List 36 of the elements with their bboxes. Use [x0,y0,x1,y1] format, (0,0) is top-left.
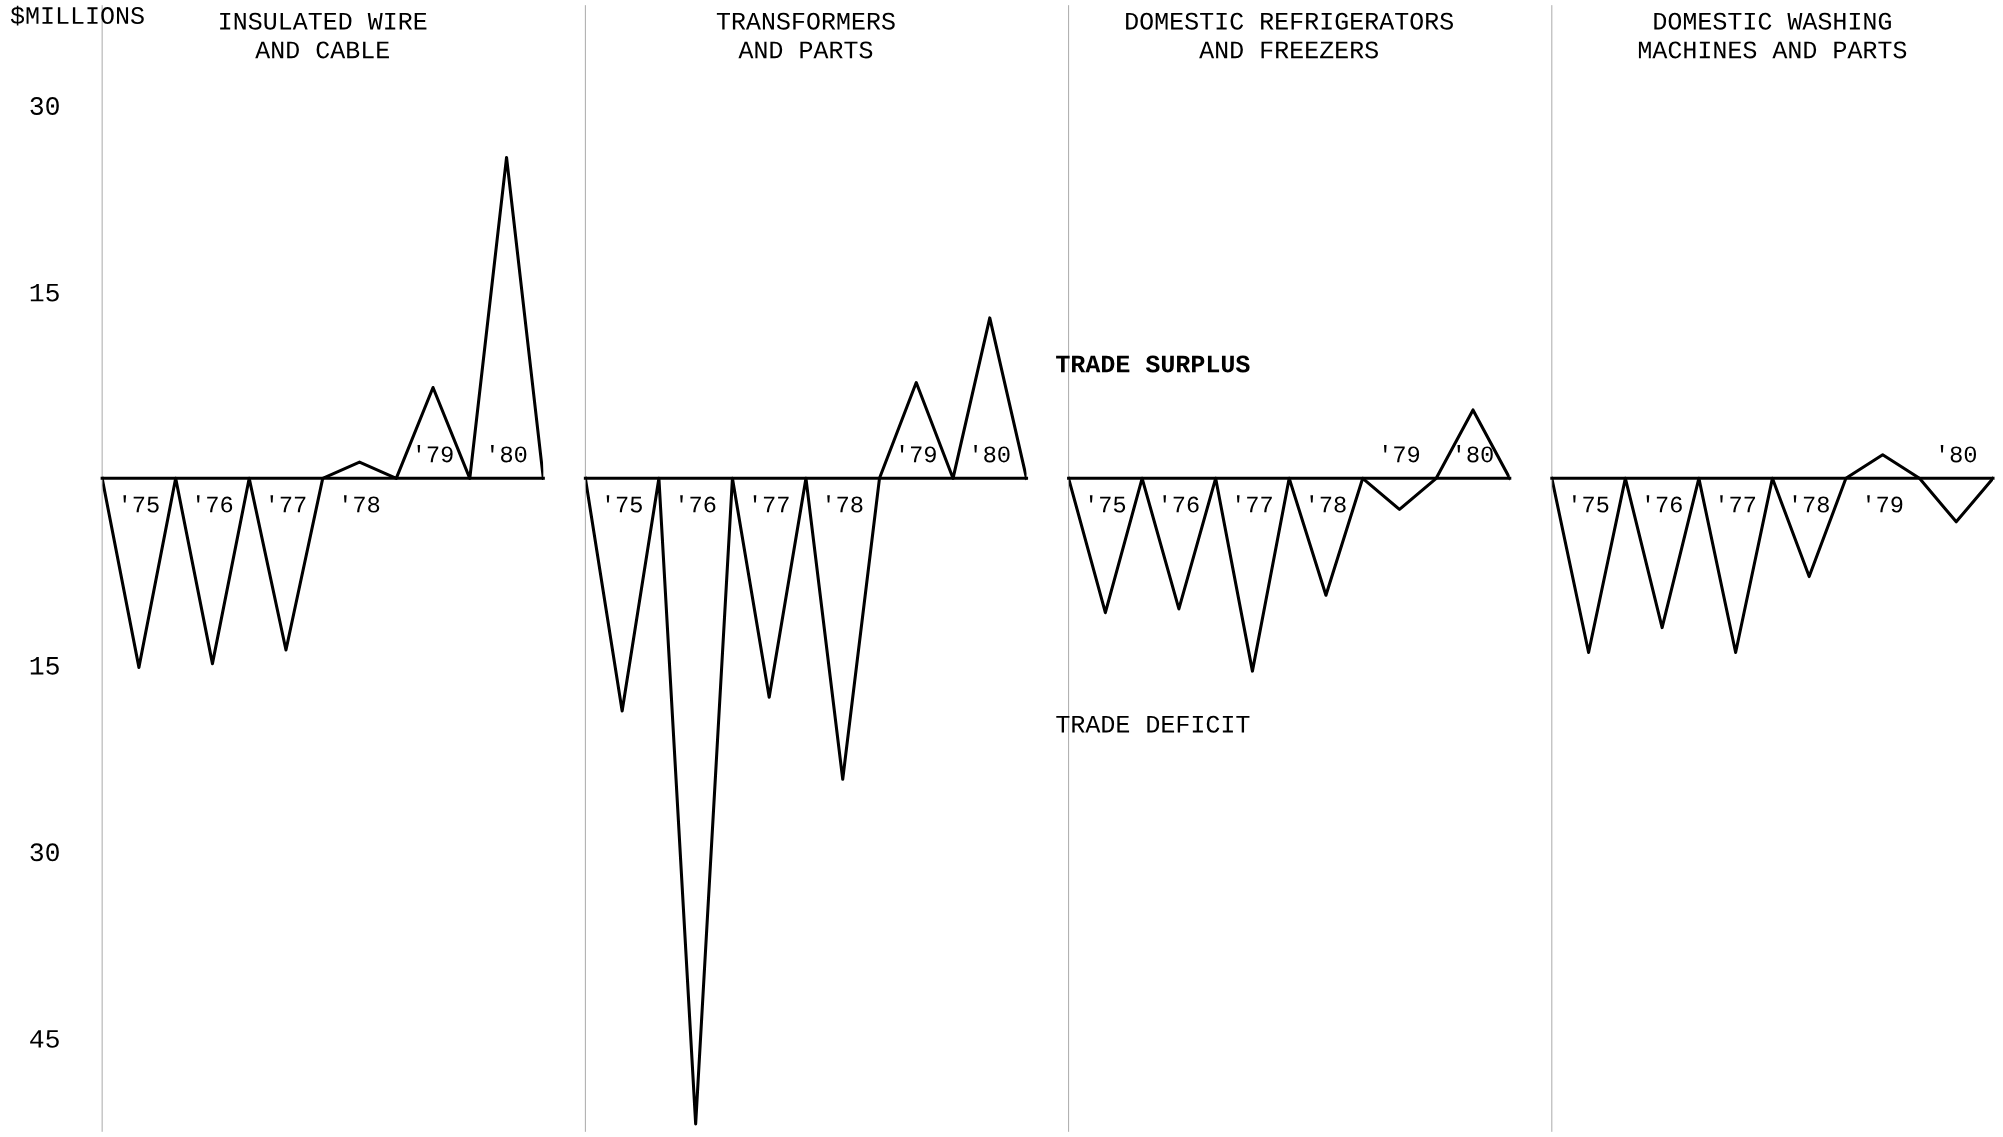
x-tick-label: '80 [1940,445,1977,463]
y-tick-label: 45 [30,1030,59,1048]
x-tick-label: '76 [1646,495,1682,513]
x-tick-label: '77 [753,495,789,513]
y-tick-label: 15 [30,283,59,302]
x-tick-label: '77 [1236,495,1272,513]
annotation: TRADE DEFICIT [1056,715,1250,733]
x-tick-label: '80 [974,445,1010,463]
x-tick-label: '79 [1384,445,1420,463]
y-tick-label: 30 [30,97,59,116]
x-tick-label: '78 [344,495,380,513]
x-tick-label: '79 [417,445,453,463]
x-tick-label: '80 [491,445,527,463]
x-tick-label: '75 [606,495,642,513]
text: INSULATED WIRE AND CABLE [220,12,427,59]
text: DOMESTIC REFRIGERATORS AND FREEZERS [1126,12,1453,59]
x-tick-label: '75 [1573,495,1609,513]
text: TRANSFORMERS AND PARTS [716,12,895,59]
x-tick-label: '76 [680,495,716,513]
x-tick-label: '75 [123,495,159,513]
x-tick-label: '77 [270,495,306,513]
x-tick-label: '80 [1457,445,1493,463]
x-tick-label: '78 [1310,495,1346,513]
x-tick-label: '79 [1867,495,1903,513]
y-tick-label: 15 [30,657,59,675]
annotation: TRADE SURPLUS [1056,355,1250,373]
y-tick-label: 30 [30,843,59,862]
x-tick-label: '78 [1793,495,1829,513]
x-tick-label: '78 [827,495,863,513]
x-tick-label: '76 [1163,495,1199,513]
x-tick-label: '77 [1720,495,1756,513]
y-axis-title: $MILLIONS [10,5,144,26]
x-tick-label: '75 [1089,495,1126,513]
x-tick-label: '79 [900,445,936,463]
x-tick-label: '76 [196,495,233,513]
text: DOMESTIC WASHING MACHINES AND PARTS [1638,12,1907,59]
